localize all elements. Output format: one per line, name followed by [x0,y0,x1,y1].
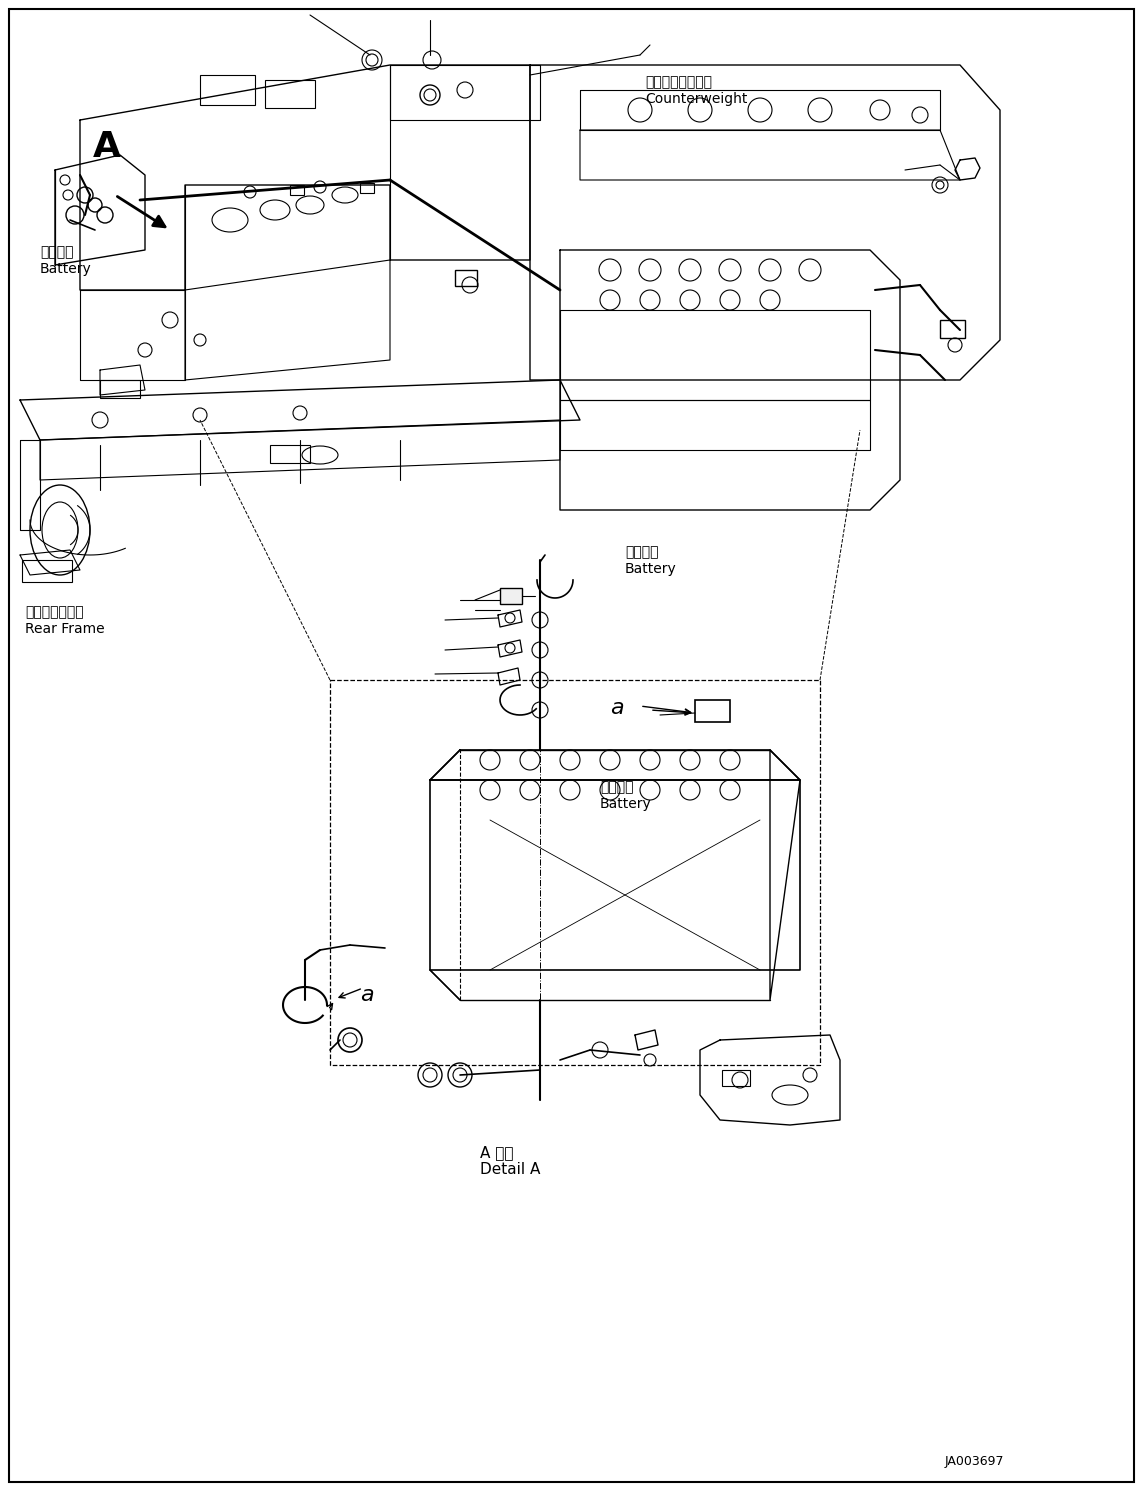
Text: Battery: Battery [600,798,652,811]
Text: リヤーフレーム: リヤーフレーム [25,605,83,619]
Text: バッテリ: バッテリ [40,245,73,259]
Text: A 詳細: A 詳細 [480,1145,513,1160]
Text: a: a [610,698,624,719]
Bar [200,75,255,104]
Text: Detail A: Detail A [480,1161,541,1176]
Bar [499,587,522,604]
Text: a: a [360,986,374,1005]
Bar [290,185,304,195]
Bar [940,321,965,338]
Text: バッテリ: バッテリ [600,780,633,795]
Bar [455,270,477,286]
Bar [265,81,315,107]
Bar [99,380,139,398]
Text: A: A [93,130,121,164]
Bar [360,183,374,192]
Text: バッテリ: バッテリ [625,546,658,559]
Text: カウンタウェイト: カウンタウェイト [645,75,712,89]
Text: Battery: Battery [40,262,91,276]
Text: Battery: Battery [625,562,677,576]
Text: JA003697: JA003697 [945,1455,1005,1469]
Bar [695,699,730,722]
Bar [270,444,310,464]
Bar [22,561,72,581]
Text: Rear Frame: Rear Frame [25,622,105,637]
Text: Counterweight: Counterweight [645,92,748,106]
Bar [722,1071,750,1085]
